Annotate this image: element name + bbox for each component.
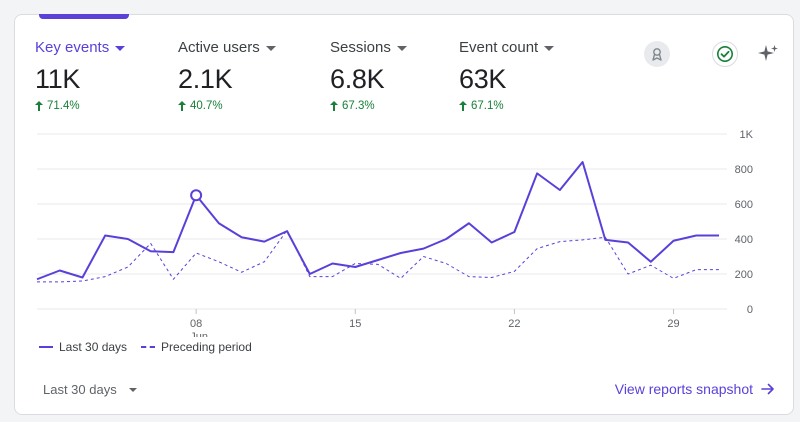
arrow-right-icon — [761, 383, 774, 395]
y-tick-label: 1K — [740, 129, 754, 141]
metric-change: 40.7% — [178, 100, 276, 112]
y-tick-label: 200 — [735, 269, 753, 281]
x-tick-sublabel: Jun — [190, 331, 208, 337]
chevron-down-icon — [265, 45, 276, 51]
metric-active-users[interactable]: Active users 2.1K 40.7% — [178, 39, 276, 112]
legend-swatch-dashed — [141, 346, 156, 348]
selected-tab-indicator — [39, 14, 129, 19]
y-tick-label: 800 — [735, 164, 753, 176]
legend-swatch-solid — [39, 346, 53, 348]
metric-key-events[interactable]: Key events 11K 71.4% — [35, 39, 126, 112]
legend-item-current: Last 30 days — [39, 340, 127, 354]
metric-label: Event count — [459, 39, 555, 56]
metric-sessions[interactable]: Sessions 6.8K 67.3% — [330, 39, 407, 112]
chart-grid — [37, 133, 727, 310]
legend-label: Last 30 days — [59, 340, 128, 354]
metric-label: Key events — [35, 39, 126, 56]
legend-item-preceding: Preceding period — [141, 340, 252, 354]
x-tick-label: 22 — [508, 318, 520, 330]
metric-label: Active users — [178, 39, 276, 56]
date-range-dropdown[interactable]: Last 30 days — [43, 382, 137, 397]
y-tick-label: 400 — [735, 234, 753, 246]
metric-value: 2.1K — [178, 64, 233, 94]
x-tick-label: 29 — [667, 318, 679, 330]
link-label: View reports snapshot — [614, 381, 753, 397]
arrow-up-icon — [330, 101, 338, 111]
y-axis-ticks: 0 200 400 600 800 1K — [735, 129, 754, 316]
chart-legend: Last 30 days Preceding period — [39, 340, 252, 354]
chevron-down-icon — [396, 45, 407, 51]
metric-event-count[interactable]: Event count 63K 67.1% — [459, 39, 555, 112]
key-events-card: Key events 11K 71.4% Active users 2.1K 4… — [14, 14, 794, 415]
chevron-down-icon — [544, 45, 555, 51]
metric-value: 6.8K — [330, 64, 385, 94]
legend-label: Preceding period — [161, 340, 252, 354]
arrow-up-icon — [35, 101, 43, 111]
arrow-up-icon — [459, 101, 467, 111]
y-tick-label: 600 — [735, 199, 753, 211]
metric-value: 63K — [459, 64, 507, 94]
date-range-label: Last 30 days — [43, 382, 117, 397]
insights-icon[interactable] — [644, 41, 670, 67]
metric-change: 67.1% — [459, 100, 554, 112]
chart-series — [36, 161, 719, 283]
series-line-last-30-days — [36, 161, 719, 281]
check-circle-icon[interactable] — [712, 41, 738, 67]
x-tick-label: 15 — [349, 318, 361, 330]
y-tick-label: 0 — [747, 304, 753, 316]
sparkle-icon[interactable] — [755, 41, 781, 67]
highlight-point[interactable] — [190, 189, 203, 202]
chevron-down-icon — [115, 45, 126, 51]
arrow-up-icon — [178, 101, 186, 111]
metric-change: 67.3% — [330, 100, 407, 112]
chevron-down-icon — [128, 387, 137, 392]
view-reports-snapshot-link[interactable]: View reports snapshot — [615, 381, 775, 397]
metric-change: 71.4% — [35, 100, 125, 112]
metric-value: 11K — [35, 64, 81, 94]
metric-label: Sessions — [330, 39, 407, 56]
x-tick-label: 08 — [190, 318, 202, 330]
